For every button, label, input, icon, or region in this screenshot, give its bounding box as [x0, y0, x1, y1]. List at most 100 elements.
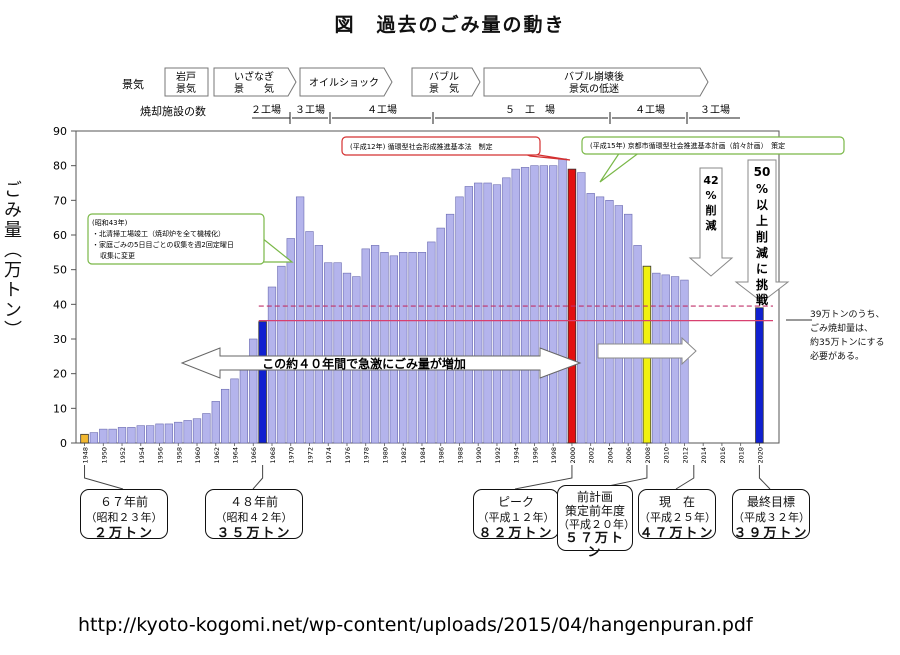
y-tick-label: 20	[53, 368, 67, 381]
x-tick-label: 2006	[625, 447, 633, 464]
x-tick-label: 1974	[325, 447, 333, 464]
bar-1963	[220, 388, 230, 444]
bar-1964	[230, 378, 239, 444]
bar-1950	[99, 428, 108, 444]
callout-2008-l1b: 策定前年度	[564, 504, 625, 518]
cut-42-arrow: 42 % 削 減	[688, 167, 734, 277]
bar-2005	[614, 205, 623, 444]
x-tick-label: 1978	[363, 447, 371, 464]
cut42-d: 減	[706, 218, 717, 232]
showa43-line2: ・家庭ごみの5日目ごとの収集を週2回定曜日	[92, 240, 234, 249]
connector-2020	[758, 465, 771, 490]
band-label-2a: いざなぎ	[234, 70, 274, 83]
callout-1948-l2: （昭和２３年）	[85, 511, 163, 524]
bar-1969	[277, 265, 286, 444]
x-tick-label: 2004	[606, 447, 614, 464]
bar-1998	[549, 165, 558, 444]
cut50-i: 戦	[756, 292, 769, 307]
x-tick-label: 1998	[550, 447, 558, 464]
bar-1997	[539, 165, 548, 444]
bar-1986	[436, 227, 445, 444]
band-label-2b: 景 気	[234, 82, 274, 95]
y-tick-label: 90	[53, 125, 67, 138]
bar-2002	[586, 193, 595, 444]
x-tick-label: 1984	[419, 447, 427, 464]
band-bubble	[411, 67, 481, 97]
bar-1987	[445, 213, 455, 444]
x-tick-label: 1954	[138, 447, 146, 464]
y-tick-label: 30	[53, 333, 67, 346]
bar-1955	[146, 425, 155, 444]
bar-1991	[483, 182, 492, 444]
facility-arrows	[252, 112, 740, 124]
bar-1992	[492, 184, 502, 444]
band-label-5a: バブル崩壊後	[564, 70, 624, 83]
bar-1993	[502, 177, 511, 444]
heisei15-annotation: (平成15年) 京都市循環型社会推進基本計画（前々計画） 策定	[581, 136, 845, 183]
note-line-3: 約35万トンにする	[810, 338, 885, 348]
facility-label-1: ２工場	[251, 103, 281, 116]
x-tick-label: 1968	[269, 447, 277, 464]
callout-2000-l1: ピーク	[497, 495, 534, 509]
keiki-bands	[164, 67, 709, 97]
band-label-3: オイルショック	[309, 77, 379, 89]
band-label-5b: 景気の低迷	[569, 82, 619, 95]
band-label-1b: 景気	[176, 82, 196, 95]
bar-2020	[755, 307, 764, 444]
x-tick-label: 1980	[381, 447, 389, 464]
facility-label-6: ３工場	[700, 103, 730, 116]
callout-2008-l1: 前計画	[576, 490, 613, 504]
x-tick-label: 2010	[663, 447, 671, 464]
facility-label-4: ５ 工 場	[505, 103, 555, 116]
facility-label-2: ３工場	[295, 103, 325, 116]
cut50-c: 以	[756, 198, 768, 212]
callout-1948-l1: ６７年前	[99, 495, 148, 509]
bar-1980	[380, 252, 389, 444]
bar-1975	[333, 262, 342, 444]
y-tick-label: 10	[53, 402, 67, 415]
note-line-4: 必要がある。	[810, 352, 865, 362]
showa43-title: (昭和43年)	[92, 218, 128, 227]
bar-1971	[295, 196, 305, 444]
bar-1990	[474, 182, 483, 444]
bar-1952	[117, 427, 127, 444]
bar-2001	[577, 172, 586, 444]
callout-2020-l3: ３９万トン	[733, 526, 809, 541]
bar-1966	[249, 338, 258, 444]
band-label-4a: バブル	[429, 70, 459, 83]
callout-2013-l1: 現 在	[658, 495, 695, 509]
callout-1948-l3: ２万トン	[93, 526, 154, 541]
x-tick-label: 1982	[400, 447, 408, 464]
bar-1985	[427, 241, 436, 444]
x-tick-label: 1996	[531, 447, 539, 464]
x-tick-label: 1948	[82, 447, 90, 464]
bar-2011	[670, 276, 680, 444]
bar-1995	[520, 167, 530, 444]
bar-1954	[136, 425, 145, 444]
bar-1974	[324, 262, 333, 444]
x-tick-label: 1966	[250, 447, 258, 464]
bar-1973	[314, 245, 324, 444]
callout-2000: ピーク （平成１２年） ８２万トン	[473, 489, 559, 541]
callout-2000-l3: ８２万トン	[478, 526, 554, 541]
x-tick-label: 1962	[213, 447, 221, 464]
band-label-4b: 景 気	[429, 82, 459, 95]
bar-1988	[455, 196, 464, 444]
x-tick-label: 2008	[644, 447, 652, 464]
connector-2013	[675, 465, 695, 490]
bar-2006	[624, 213, 633, 444]
cut50-g: に	[756, 262, 768, 276]
y-tick-label: 70	[53, 194, 67, 207]
increase-text: この約４０年間で急激にごみ量が増加	[262, 356, 466, 371]
page-title: 図 過去のごみ量の動き	[334, 14, 566, 36]
x-tick-label: 1988	[456, 447, 464, 464]
cut50-e: 削	[756, 229, 768, 244]
connector-1967	[252, 465, 264, 490]
note-line-1: 39万トンのうち、	[810, 310, 885, 320]
bar-1999	[558, 158, 567, 444]
cut42-num: 42	[703, 174, 718, 187]
callout-2020-l1: 最終目標	[746, 495, 795, 509]
bar-1972	[305, 231, 314, 444]
y-tick-label: 40	[53, 298, 67, 311]
bar-1953	[127, 427, 136, 444]
